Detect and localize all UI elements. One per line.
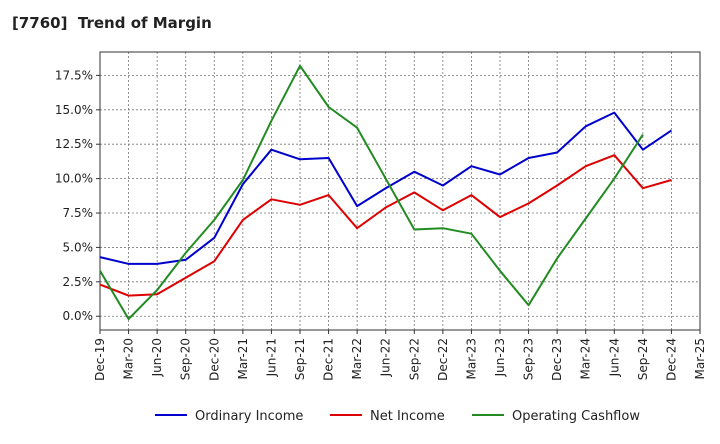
y-tick-label: 0.0%: [63, 309, 94, 323]
x-tick-label: Sep-24: [636, 338, 650, 380]
series-line-ordinary-income: [99, 111, 672, 265]
y-tick-label: 5.0%: [63, 240, 94, 254]
y-tick-label: 2.5%: [63, 275, 94, 289]
x-tick-label: Mar-23: [464, 338, 478, 379]
x-tick-label: Jun-22: [379, 338, 393, 377]
y-tick-label: 10.0%: [55, 172, 93, 186]
x-tick-label: Sep-21: [293, 338, 307, 380]
x-tick-label: Dec-22: [436, 338, 450, 381]
x-tick-label: Dec-21: [322, 338, 336, 381]
series-line-operating-cashflow: [99, 64, 644, 320]
x-tick-label: Jun-23: [493, 338, 507, 377]
legend-label: Operating Cashflow: [512, 409, 640, 424]
y-tick-label: 12.5%: [55, 137, 93, 151]
x-tick-label: Mar-24: [579, 338, 593, 379]
series-line-net-income: [99, 154, 672, 297]
plot-frame: [99, 51, 701, 331]
x-tick-label: Jun-21: [264, 338, 278, 377]
x-tick-label: Mar-25: [693, 338, 707, 379]
x-tick-label: Mar-22: [350, 338, 364, 379]
x-tick-label: Dec-19: [93, 338, 107, 381]
x-tick-label: Sep-22: [407, 338, 421, 380]
y-tick-label: 17.5%: [55, 68, 93, 82]
chart-title: [7760] Trend of Margin: [12, 14, 212, 32]
x-tick-label: Mar-21: [236, 338, 250, 379]
x-tick-label: Sep-23: [522, 338, 536, 380]
x-tick-label: Sep-20: [179, 338, 193, 380]
y-tick-label: 7.5%: [63, 206, 94, 220]
y-tick-label: 15.0%: [55, 103, 93, 117]
x-tick-label: Dec-24: [664, 338, 678, 381]
x-tick-label: Jun-24: [607, 338, 621, 377]
x-tick-label: Dec-20: [207, 338, 221, 381]
legend-label: Net Income: [370, 409, 445, 424]
x-tick-label: Jun-20: [150, 338, 164, 377]
x-tick-label: Dec-23: [550, 338, 564, 381]
legend-label: Ordinary Income: [195, 409, 303, 424]
x-tick-label: Mar-20: [122, 338, 136, 379]
